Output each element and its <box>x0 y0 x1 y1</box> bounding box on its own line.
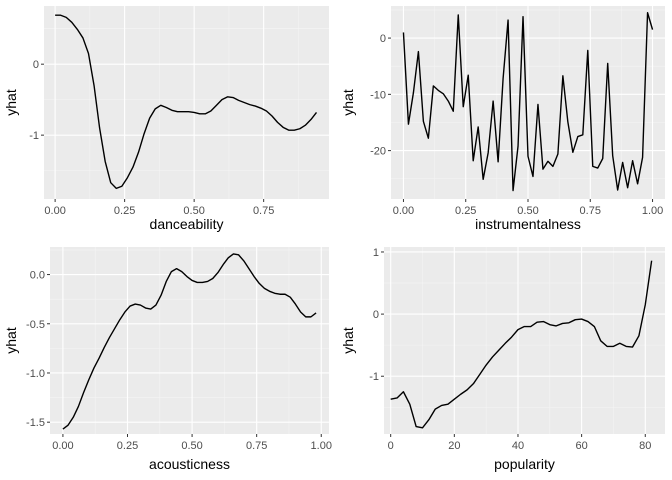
x-axis-title: acousticness <box>149 456 230 472</box>
x-tick-label: 0.50 <box>517 205 538 217</box>
y-axis-title: yhat <box>340 89 356 116</box>
y-tick-label: 0 <box>380 33 386 45</box>
x-tick-label: 20 <box>448 440 460 452</box>
series-line <box>62 253 317 430</box>
y-tick-label: -1 <box>29 130 39 142</box>
chart-panel-danceability: 0.00 0.25 0.50 0.75 0 -1 danceability yhat <box>3 6 329 232</box>
y-tick-label: -20 <box>370 146 386 158</box>
x-tick-label: 40 <box>512 440 524 452</box>
x-tick-label: 1.00 <box>642 205 663 217</box>
x-tick-label: 0.00 <box>52 440 73 452</box>
panel-background <box>384 247 665 434</box>
y-axis-title: yhat <box>3 89 19 116</box>
x-tick-label: 1.00 <box>311 440 332 452</box>
y-tick-label: 0 <box>373 309 379 321</box>
x-axis-title: danceability <box>150 216 224 232</box>
y-tick-label: -1.0 <box>26 368 45 380</box>
chart-panel-popularity: 0 20 40 60 80 1 0 -1 popularity yhat <box>340 247 665 472</box>
x-tick-label: 0 <box>388 440 394 452</box>
x-axis-title: instrumentalness <box>475 216 581 232</box>
chart-panel-acousticness: 0.00 0.25 0.50 0.75 1.00 0.0 -0.5 -1.0 -1.5 acous… <box>3 247 332 472</box>
x-tick-label: 0.75 <box>253 205 274 217</box>
y-tick-label: 1 <box>373 247 379 259</box>
x-tick-label: 0.00 <box>393 205 414 217</box>
y-tick-label: 0.0 <box>30 270 45 282</box>
y-axis-title: yhat <box>3 327 19 354</box>
x-tick-label: 0.25 <box>114 205 135 217</box>
x-tick-label: 0.75 <box>580 205 601 217</box>
panel-background <box>44 6 329 199</box>
x-tick-label: 0.50 <box>181 440 202 452</box>
x-tick-label: 0.25 <box>117 440 138 452</box>
y-tick-label: -10 <box>370 89 386 101</box>
y-tick-label: -1 <box>369 371 379 383</box>
series-line <box>55 14 318 190</box>
x-tick-label: 80 <box>639 440 651 452</box>
y-tick-label: -1.5 <box>26 417 45 429</box>
y-tick-label: -0.5 <box>26 319 45 331</box>
y-tick-label: 0 <box>33 59 39 71</box>
chart-panel-instrumentalness: 0.00 0.25 0.50 0.75 1.00 0 -10 -20 instrumentaln… <box>340 6 665 232</box>
x-axis-title: popularity <box>494 456 555 472</box>
x-tick-label: 0.75 <box>246 440 267 452</box>
x-tick-label: 0.50 <box>183 205 204 217</box>
y-axis-title: yhat <box>340 327 356 354</box>
x-tick-label: 60 <box>575 440 587 452</box>
series-line <box>390 260 653 429</box>
x-tick-label: 0.25 <box>455 205 476 217</box>
series-line <box>402 12 654 192</box>
x-tick-label: 0.00 <box>44 205 65 217</box>
